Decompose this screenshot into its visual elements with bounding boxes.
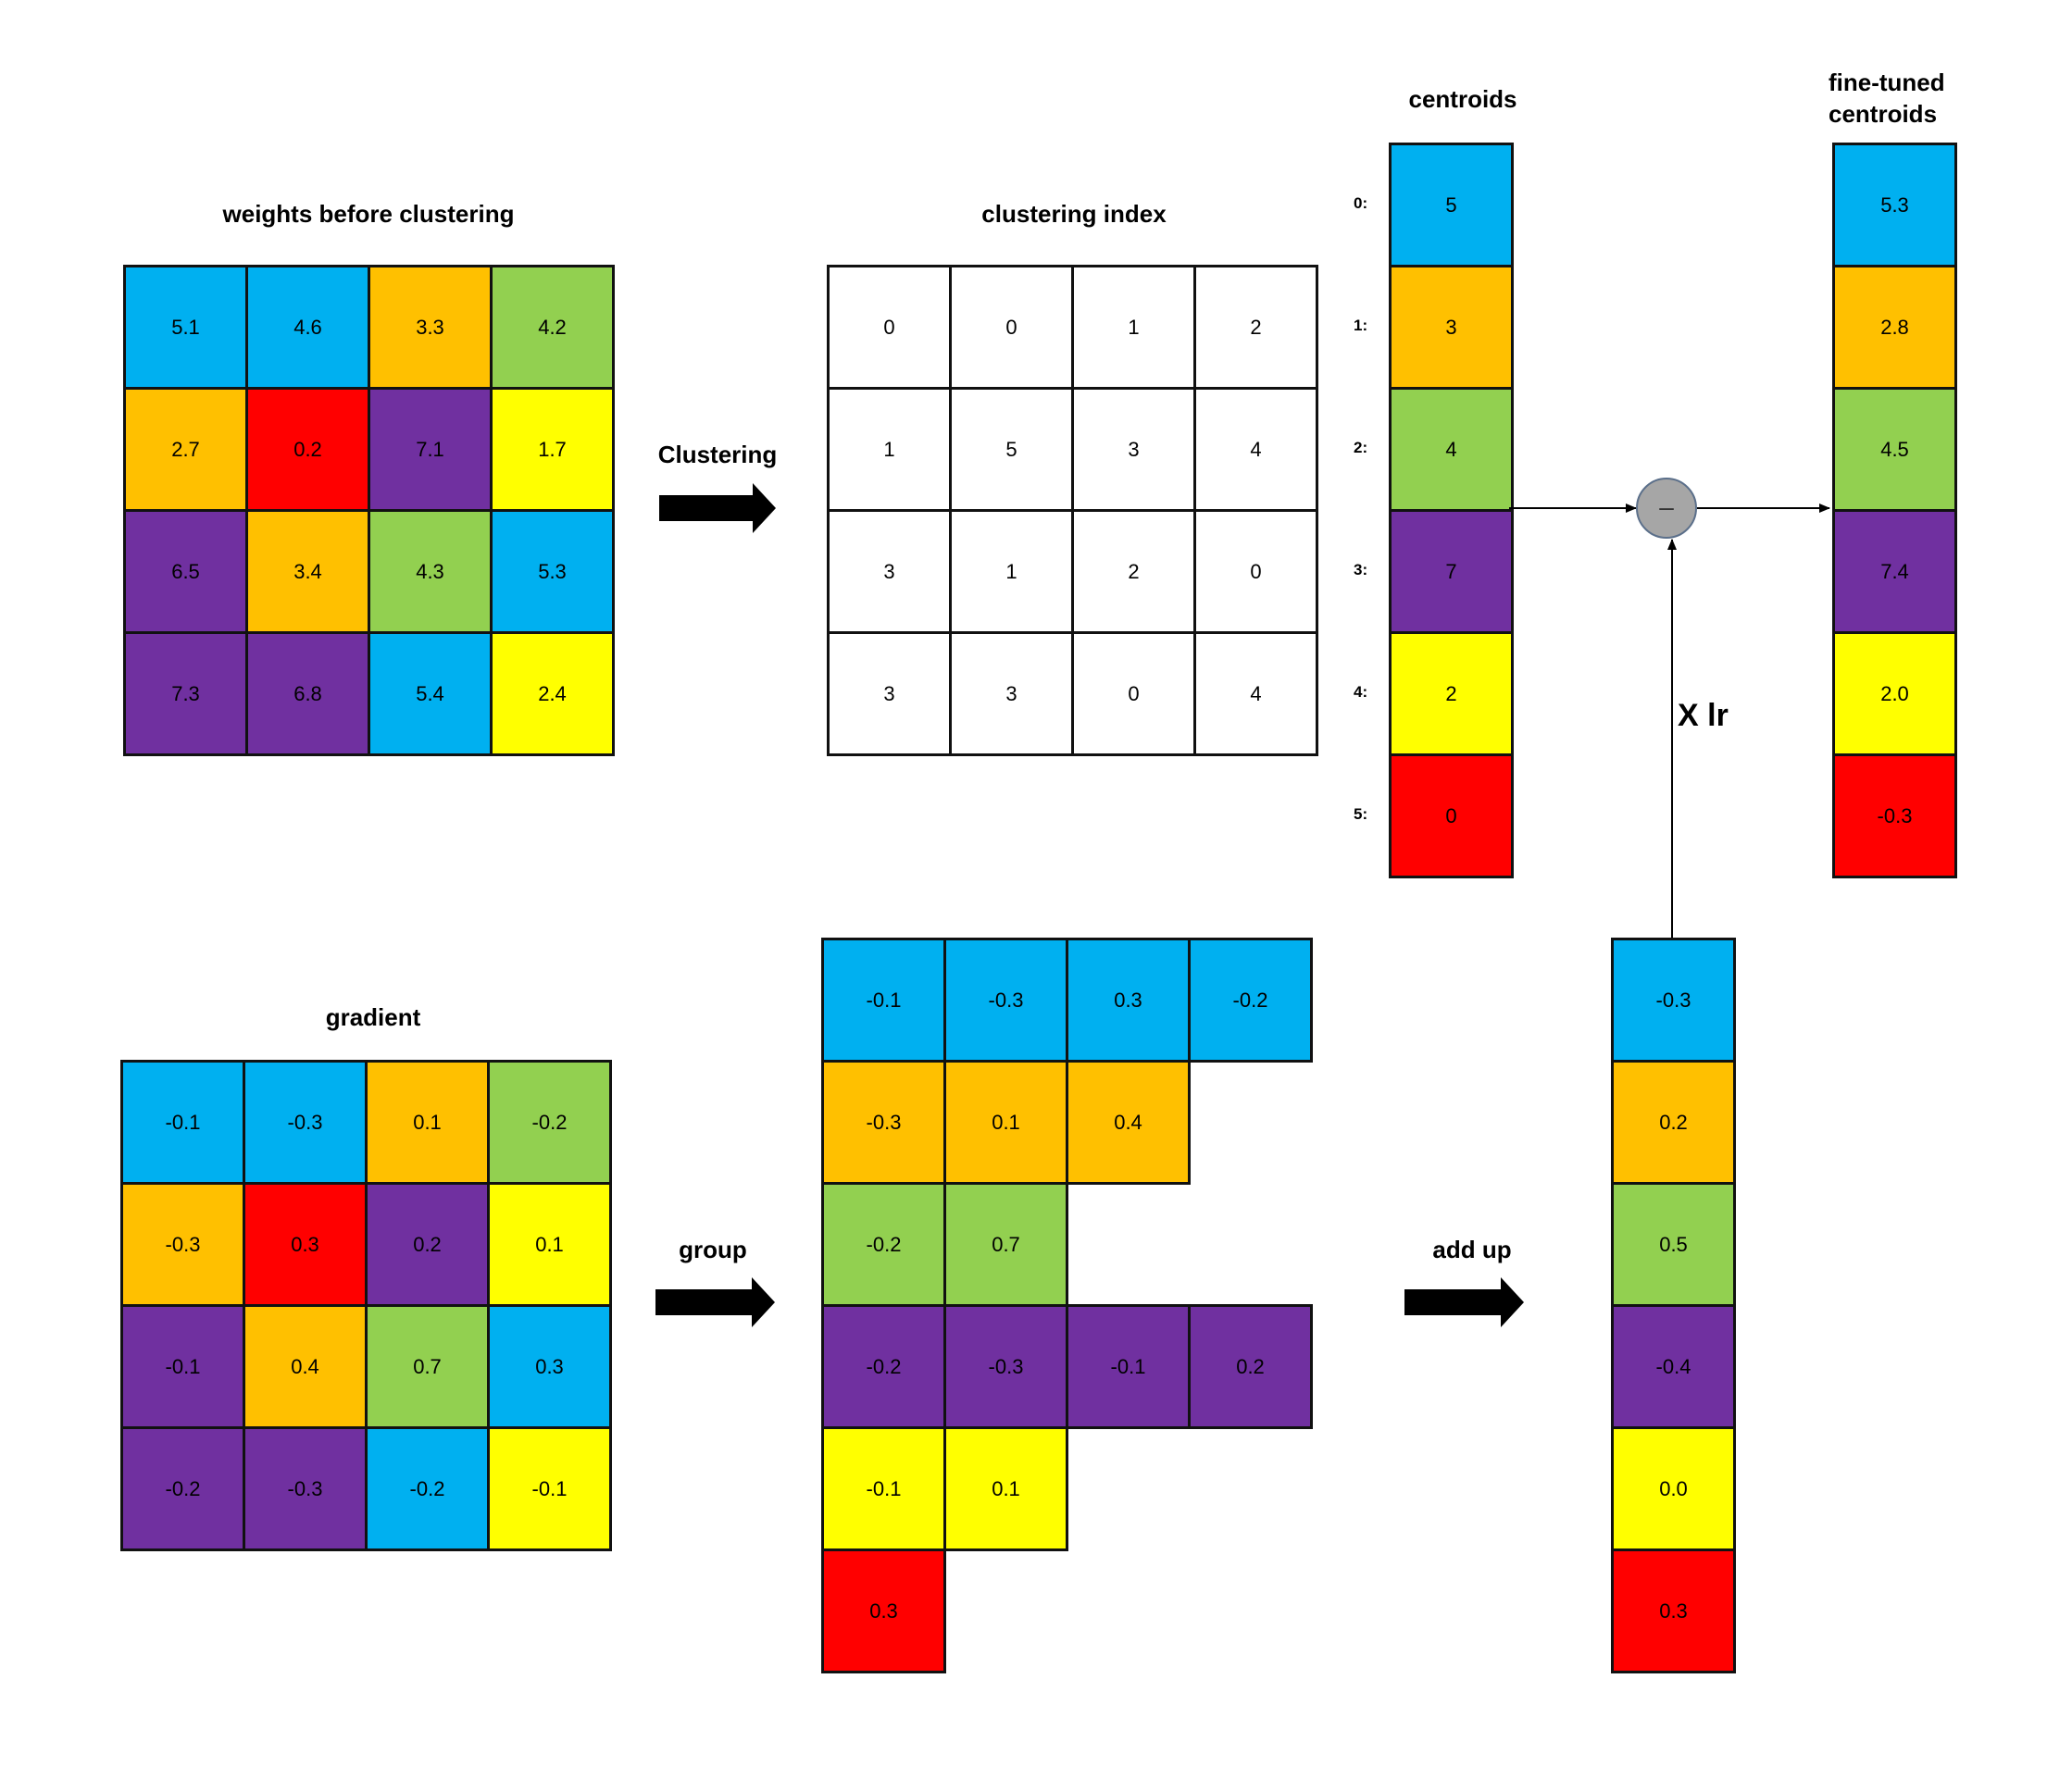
grouped-cell: 0.7: [943, 1182, 1068, 1307]
weight-cell: 3.3: [368, 265, 493, 390]
index-cell: 0: [827, 265, 952, 390]
gradient-cell: -0.1: [487, 1426, 612, 1551]
centroid-index-label: 3:: [1354, 561, 1368, 578]
index-cell: 3: [827, 631, 952, 756]
summed-cell: -0.4: [1611, 1304, 1736, 1429]
centroid-index-label: 5:: [1354, 805, 1368, 823]
gradient-cell: -0.2: [365, 1426, 490, 1551]
grouped-cell: 0.3: [821, 1548, 946, 1673]
grouped-cell: 0.4: [1066, 1060, 1191, 1185]
summed-cell: -0.3: [1611, 938, 1736, 1063]
weight-cell: 5.4: [368, 631, 493, 756]
group-arrow: [655, 1277, 775, 1327]
finetuned-title-line2: centroids: [1829, 100, 1938, 128]
index-cell: 4: [1193, 631, 1318, 756]
weight-cell: 7.3: [123, 631, 248, 756]
weight-cell: 3.4: [245, 509, 370, 634]
weight-cell: 2.4: [490, 631, 615, 756]
centroid-index-label: 0:: [1354, 194, 1368, 212]
grouped-cell: 0.1: [943, 1426, 1068, 1551]
centroid-cell: 4: [1389, 387, 1514, 512]
summed-cell: 0.0: [1611, 1426, 1736, 1551]
centroids-title: centroids: [1408, 85, 1517, 113]
gradient-cell: 0.3: [487, 1304, 612, 1429]
clustering-arrow: [659, 483, 776, 533]
gradient-title: gradient: [325, 1003, 421, 1031]
grouped-cell: -0.2: [1188, 938, 1313, 1063]
index-cell: 0: [949, 265, 1074, 390]
centroid-cell: 2: [1389, 631, 1514, 756]
gradient-cell: -0.2: [120, 1426, 245, 1551]
centroid-index-label: 4:: [1354, 683, 1368, 701]
grouped-cell: 0.3: [1066, 938, 1191, 1063]
index-cell: 4: [1193, 387, 1318, 512]
summed-cell: 0.2: [1611, 1060, 1736, 1185]
finetuned-cell: 5.3: [1832, 143, 1957, 267]
gradient-cell: -0.1: [120, 1304, 245, 1429]
finetuned-cell: 7.4: [1832, 509, 1957, 634]
index-cell: 0: [1193, 509, 1318, 634]
clustering-arrow-label: Clustering: [657, 441, 778, 468]
group-arrow-label: group: [679, 1236, 747, 1263]
centroid-cell: 5: [1389, 143, 1514, 267]
gradient-cell: -0.2: [487, 1060, 612, 1185]
index-cell: 5: [949, 387, 1074, 512]
addup-arrow-label: add up: [1432, 1236, 1512, 1263]
summed-cell: 0.5: [1611, 1182, 1736, 1307]
weight-cell: 4.3: [368, 509, 493, 634]
minus-node-icon: [1636, 478, 1697, 539]
weight-cell: 6.8: [245, 631, 370, 756]
summed-cell: 0.3: [1611, 1548, 1736, 1673]
gradient-cell: 0.1: [365, 1060, 490, 1185]
gradient-cell: -0.3: [243, 1426, 368, 1551]
gradient-cell: -0.3: [243, 1060, 368, 1185]
weight-cell: 4.2: [490, 265, 615, 390]
centroid-index-label: 1:: [1354, 317, 1368, 334]
weight-cell: 6.5: [123, 509, 248, 634]
index-cell: 2: [1071, 509, 1196, 634]
learning-rate-label: X lr: [1678, 698, 1729, 733]
grouped-cell: 0.2: [1188, 1304, 1313, 1429]
centroid-index-label: 2:: [1354, 439, 1368, 456]
clustering-index-title: clustering index: [981, 200, 1167, 228]
gradient-cell: 0.3: [243, 1182, 368, 1307]
finetuned-title-line1: fine-tuned: [1829, 68, 1945, 96]
finetuned-cell: 2.0: [1832, 631, 1957, 756]
gradient-cell: 0.2: [365, 1182, 490, 1307]
minus-symbol: –: [1659, 492, 1674, 521]
centroid-cell: 0: [1389, 753, 1514, 878]
grouped-cell: -0.2: [821, 1304, 946, 1429]
weight-cell: 1.7: [490, 387, 615, 512]
index-cell: 3: [949, 631, 1074, 756]
index-cell: 3: [1071, 387, 1196, 512]
addup-arrow: [1404, 1277, 1524, 1327]
finetuned-cell: -0.3: [1832, 753, 1957, 878]
weights-title: weights before clustering: [222, 200, 515, 228]
gradient-cell: 0.1: [487, 1182, 612, 1307]
index-cell: 0: [1071, 631, 1196, 756]
